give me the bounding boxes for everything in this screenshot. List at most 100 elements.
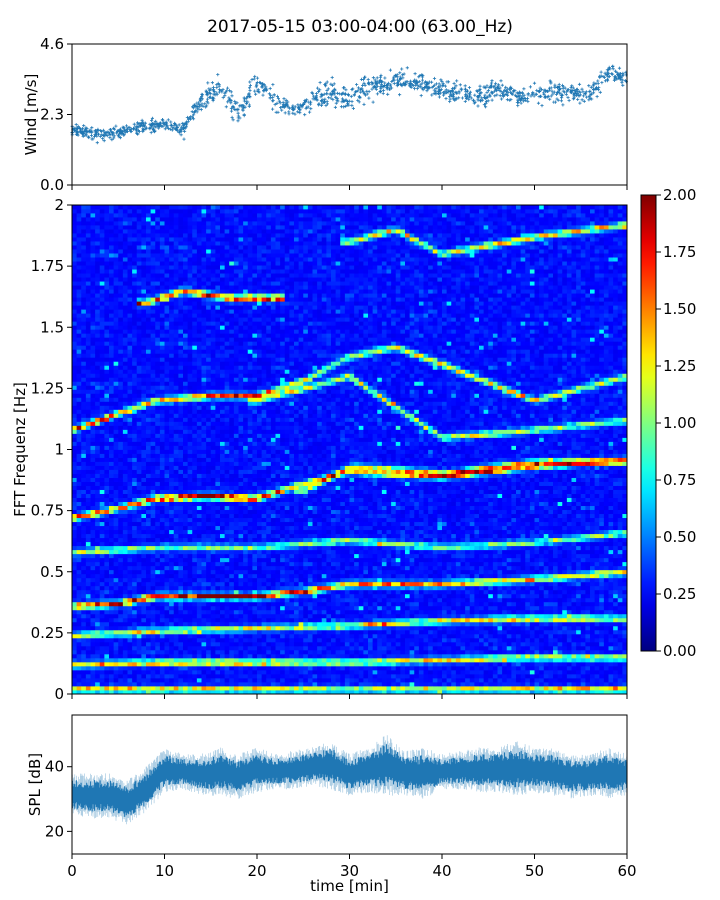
spectrogram-cell [104,429,110,434]
spectrogram-cell [155,349,161,354]
spectrogram-cell [224,449,230,454]
spectrogram-cell [127,441,133,446]
spectrogram-cell [243,361,249,366]
spectrogram-cell [90,501,96,507]
spectrogram-cell [224,689,230,695]
spectrogram-cell [233,205,239,210]
spectrogram-cell [187,537,193,543]
spectrogram-cell [72,401,78,406]
spectrogram-cell [127,281,133,286]
spectrogram-cell [159,477,165,482]
spectrogram-cell [99,373,105,378]
spectrogram-cell [183,337,189,342]
spectrogram-cell [173,405,179,410]
spectrogram-cell [206,561,212,567]
spectrogram-cell [243,273,249,278]
spectrogram-cell [132,409,138,414]
spectrogram-cell [220,613,226,619]
spectrogram-cell [196,545,202,551]
spectrogram-cell [183,465,189,470]
spectrogram-cell [173,325,179,330]
spectrogram-cell [178,485,184,490]
spectrogram-cell [109,577,115,583]
spectrogram-cell [155,229,161,234]
spectrogram-cell [132,389,138,394]
spectrogram-cell [159,245,165,250]
spectrogram-cell [146,253,152,258]
spectrogram-cell [206,421,212,426]
spectrogram-cell [169,297,175,302]
spectrogram-cell [95,293,101,298]
spectrogram-cell [224,329,230,334]
spectrogram-cell [238,557,244,563]
spectrogram-cell [99,609,105,615]
spectrogram-cell [81,281,87,286]
spectrogram-cell [90,249,96,254]
spectrogram-cell [155,237,161,242]
spectrogram-cell [243,341,249,346]
spectrogram-cell [76,281,82,286]
spectrogram-cell [173,573,179,579]
spectrogram-cell [238,661,244,667]
spectrogram-cell [201,561,207,567]
spectrogram-cell [210,257,216,262]
spectrogram-cell [164,613,170,619]
spectrogram-cell [159,249,165,254]
spectrogram-cell [127,337,133,342]
spectrogram-cell [206,225,212,230]
spectrogram-cell [201,313,207,318]
spectrogram-cell [178,409,184,414]
spectrogram-cell [238,321,244,326]
spectrogram-cell [113,513,119,519]
spectrogram-cell [109,681,115,687]
spectrogram-cell [192,257,198,262]
spectrogram-cell [118,441,124,446]
spectrogram-cell [247,341,253,346]
spectrogram-cell [169,661,175,667]
spectrogram-cell [99,257,105,262]
spectrogram-cell [141,453,147,458]
spectrogram-cell [76,625,82,631]
spectrogram-cell [252,473,258,478]
spectrogram-cell [238,429,244,434]
spectrogram-cell [252,481,258,486]
spectrogram-cell [229,225,235,230]
spectrogram-cell [150,565,156,571]
spectrogram-cell [99,249,105,254]
spectrogram-cell [196,581,202,587]
spectrogram-cell [122,649,128,655]
spectrogram-cell [192,369,198,374]
spectrogram-cell [233,245,239,250]
spectrogram-cell [215,469,221,474]
spectrogram-cell [183,297,189,302]
spectrogram-cell [72,333,78,338]
spectrogram-cell [173,513,179,519]
spectrogram-cell [252,237,258,242]
spectrogram-cell [215,281,221,286]
spectrogram-cell [95,649,101,655]
spectrogram-cell [257,473,263,478]
spectrogram-cell [173,389,179,394]
spectrogram-cell [146,517,152,523]
spectrogram-cell [122,425,128,430]
spectrogram-cell [206,361,212,366]
spectrogram-cell [122,401,128,406]
spectrogram-cell [164,369,170,374]
spectrogram-cell [85,265,91,270]
spectrogram-cell [72,473,78,478]
spectrogram-cell [118,505,124,511]
spectrogram-cell [247,673,253,679]
spectrogram-cell [233,529,239,535]
spectrogram-cell [201,321,207,326]
spectrogram-cell [224,361,230,366]
spectrogram-cell [224,281,230,286]
spectrogram-cell [247,241,253,246]
spectrogram-cell [183,637,189,643]
spectrogram-cell [104,609,110,615]
spectrogram-cell [104,209,110,214]
spectrogram-cell [132,393,138,398]
spectrogram-cell [141,521,147,527]
spectrogram-cell [146,465,152,470]
spectrogram-cell [178,441,184,446]
spectrogram-cell [85,349,91,354]
